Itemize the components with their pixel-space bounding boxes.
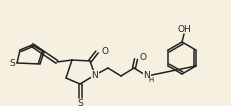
Text: O: O [101, 47, 108, 56]
Text: O: O [139, 52, 146, 61]
Text: OH: OH [177, 26, 191, 34]
Text: N: N [92, 70, 98, 80]
Text: S: S [77, 98, 83, 106]
Text: N: N [144, 72, 150, 80]
Text: S: S [9, 59, 15, 68]
Text: H: H [148, 77, 154, 83]
